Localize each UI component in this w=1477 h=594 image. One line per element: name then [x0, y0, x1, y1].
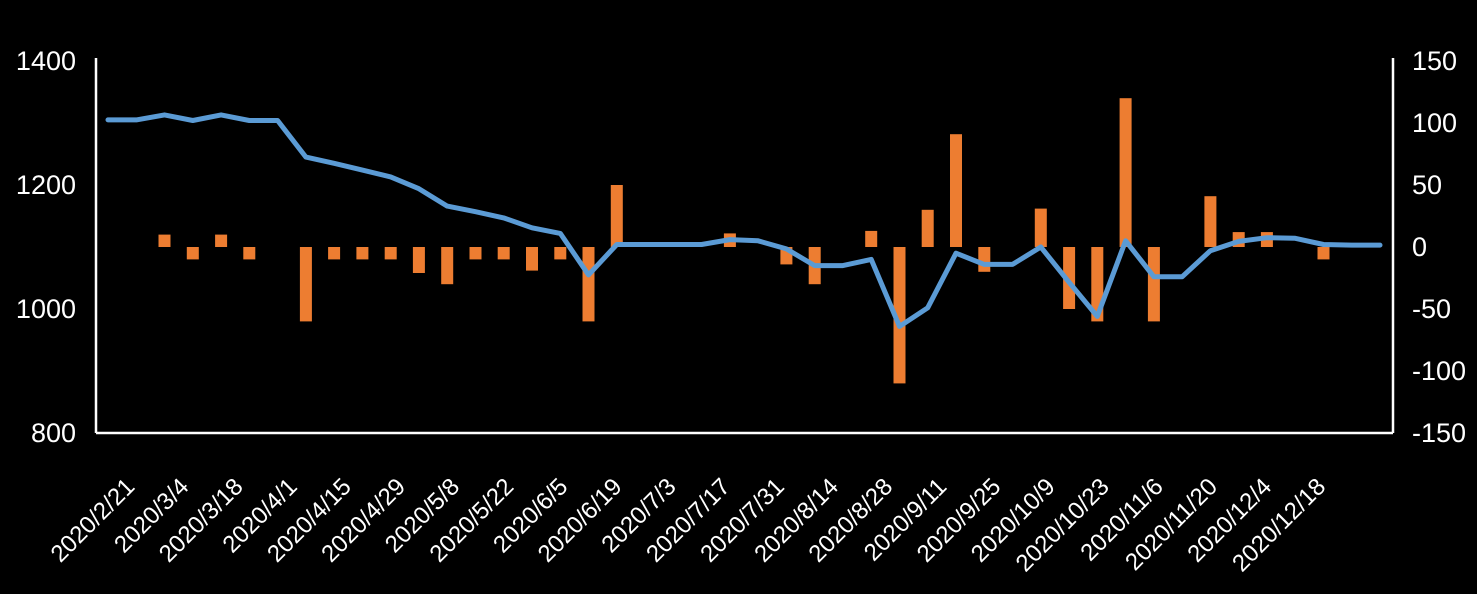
bar-segment	[243, 247, 256, 260]
bar-segment	[921, 209, 934, 247]
bar-segment	[412, 247, 425, 273]
right-axis-tick-label: -100	[1412, 356, 1466, 386]
bar-segment	[441, 247, 454, 285]
right-axis-tick-label: 150	[1412, 46, 1457, 76]
left-axis-tick-label: 800	[31, 418, 76, 448]
bar-segment	[497, 247, 510, 260]
bar-segment	[158, 234, 171, 247]
bar-segment	[893, 247, 906, 384]
bar-segment	[299, 247, 312, 322]
right-axis-tick-label: 0	[1412, 232, 1427, 262]
left-axis-tick-label: 1000	[16, 294, 76, 324]
bar-segment	[526, 247, 538, 271]
bar-segment	[186, 247, 199, 260]
bar-segment	[1034, 208, 1047, 247]
bar-segment	[865, 230, 878, 247]
bar-segment	[384, 247, 397, 260]
bar-segment	[469, 247, 482, 260]
bar-segment	[1147, 247, 1160, 322]
bar-segment	[950, 134, 962, 247]
bar-segment	[554, 247, 567, 260]
left-axis-tick-label: 1200	[16, 170, 76, 200]
bar-segment	[1063, 247, 1076, 309]
bar-segment	[978, 247, 991, 272]
right-axis-tick-label: 100	[1412, 108, 1457, 138]
bar-segment	[328, 247, 341, 260]
bar-segment	[215, 234, 228, 247]
bar-segment	[356, 247, 369, 260]
line-series	[105, 112, 1383, 329]
right-axis-tick-label: 50	[1412, 170, 1442, 200]
bar-segment	[1119, 98, 1132, 247]
left-axis-tick-label: 1400	[16, 46, 76, 76]
right-axis-tick-label: -50	[1412, 294, 1451, 324]
bar-segment	[610, 185, 623, 247]
bar-segment	[1317, 247, 1330, 260]
bar-segment	[582, 247, 595, 322]
right-axis-tick-label: -150	[1412, 418, 1466, 448]
bar-segment	[1204, 196, 1217, 247]
